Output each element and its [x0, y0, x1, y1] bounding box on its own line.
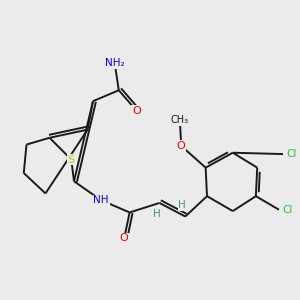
Text: Cl: Cl [286, 149, 296, 159]
Text: NH: NH [93, 195, 109, 205]
Text: H: H [178, 200, 186, 210]
Text: O: O [132, 106, 141, 116]
Text: H: H [153, 209, 161, 219]
Text: Cl: Cl [282, 205, 292, 215]
Text: S: S [68, 154, 75, 164]
Text: O: O [177, 141, 186, 151]
Text: O: O [120, 233, 129, 243]
Text: CH₃: CH₃ [171, 115, 189, 125]
Text: NH₂: NH₂ [105, 58, 124, 68]
